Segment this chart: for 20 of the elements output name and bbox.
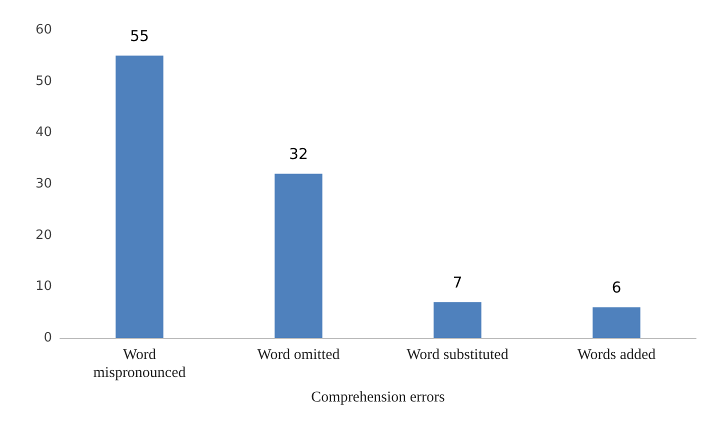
bar bbox=[592, 307, 640, 338]
bar bbox=[274, 174, 322, 338]
y-tick-label: 20 bbox=[35, 228, 52, 243]
data-label: 6 bbox=[612, 278, 622, 297]
y-tick-label: 0 bbox=[44, 330, 52, 346]
data-label: 7 bbox=[452, 274, 462, 292]
y-tick-label: 50 bbox=[35, 74, 52, 89]
y-tick-label: 10 bbox=[35, 279, 52, 294]
x-tick-label: Word omitted bbox=[257, 347, 340, 363]
y-tick-label: 60 bbox=[35, 22, 52, 38]
x-tick-label: Word mispronounced bbox=[93, 347, 186, 381]
bar bbox=[116, 56, 164, 338]
y-tick-label: 40 bbox=[35, 125, 52, 140]
data-label: 32 bbox=[288, 145, 308, 164]
y-tick-label: 30 bbox=[35, 176, 52, 192]
bar bbox=[434, 302, 482, 338]
x-tick-label: Words added bbox=[577, 347, 656, 363]
data-label: 55 bbox=[130, 27, 150, 46]
x-tick-label: Word substituted bbox=[406, 347, 509, 363]
x-axis-title: Comprehension errors bbox=[311, 390, 446, 406]
